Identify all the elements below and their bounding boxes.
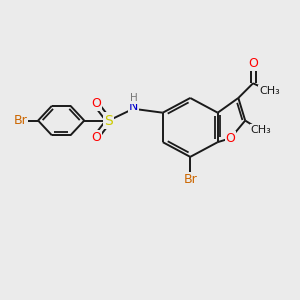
Text: Br: Br [183, 173, 197, 186]
Text: CH₃: CH₃ [250, 125, 271, 135]
Text: Br: Br [14, 114, 27, 127]
Text: H: H [130, 93, 138, 103]
Text: O: O [91, 131, 101, 144]
Text: CH₃: CH₃ [260, 86, 280, 96]
Text: O: O [226, 132, 236, 145]
Text: N: N [129, 100, 138, 113]
Text: O: O [91, 98, 101, 110]
Text: O: O [248, 57, 258, 70]
Text: S: S [104, 114, 113, 128]
